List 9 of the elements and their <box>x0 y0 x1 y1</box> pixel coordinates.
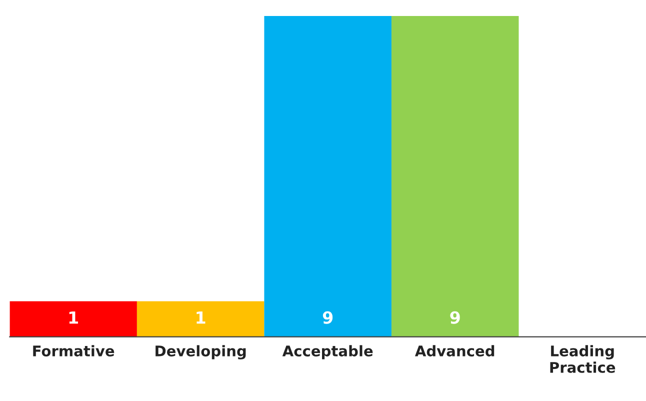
x-tick-label: Acceptable <box>282 345 373 360</box>
x-tick-label: Advanced <box>414 345 494 356</box>
data-label: 1 <box>196 311 206 324</box>
data-label: 1 <box>69 311 78 324</box>
data-label: 9 <box>322 311 333 324</box>
x-tick-label: Formative <box>33 345 114 356</box>
x-tick-label: Leading Practice <box>550 345 616 373</box>
data-label: 9 <box>450 311 460 324</box>
x-tick-label: Developing <box>156 345 246 360</box>
